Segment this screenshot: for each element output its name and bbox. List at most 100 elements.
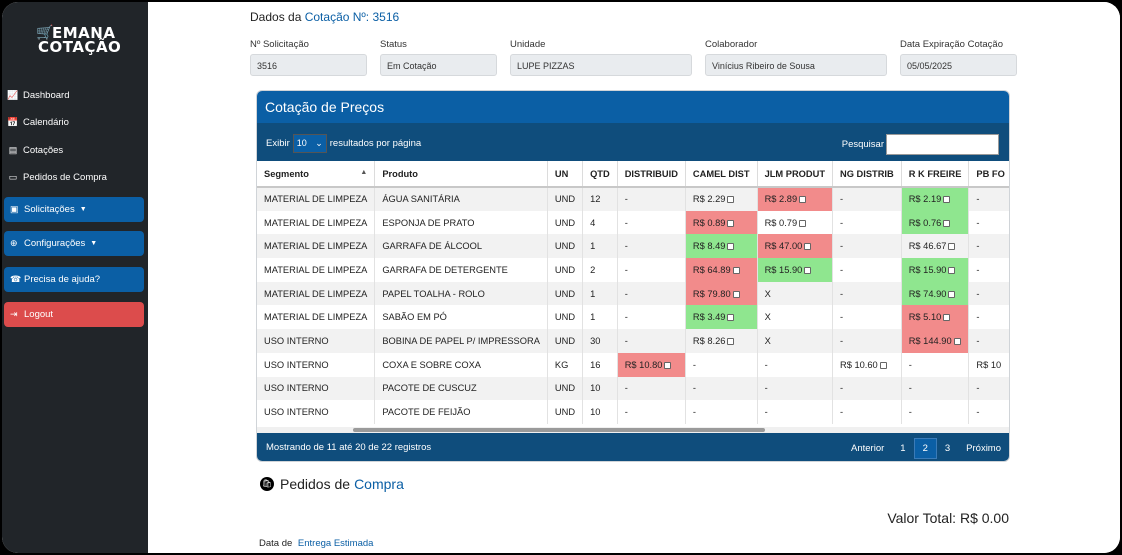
price-checkbox[interactable] bbox=[879, 361, 887, 369]
cell-pb: - bbox=[968, 281, 1009, 306]
cell-segmento: MATERIAL DE LIMPEZA bbox=[257, 210, 376, 235]
cell-qtd: 1 bbox=[582, 281, 618, 306]
cell-segmento: USO INTERNO bbox=[257, 400, 376, 424]
sidebar-item-calendario[interactable]: 📅 Calendário bbox=[6, 112, 144, 132]
cell-qtd: 1 bbox=[582, 234, 618, 259]
price-table-wrapper[interactable]: Segmento ▲ Produto UN QTD DISTRIBUID CAME… bbox=[257, 161, 1009, 431]
unidade-field[interactable]: LUPE PIZZAS bbox=[510, 54, 692, 76]
cell-qtd: 16 bbox=[582, 352, 618, 377]
price-checkbox[interactable] bbox=[799, 196, 807, 204]
cell-camel: R$ 2.29 bbox=[685, 187, 758, 211]
configuracoes-dropdown-button[interactable]: ⊕ Configurações ▼ bbox=[4, 231, 144, 256]
pagination-previous[interactable]: Anterior bbox=[851, 442, 885, 454]
pedidos-accent: Compra bbox=[354, 476, 404, 492]
table-row: MATERIAL DE LIMPEZA GARRAFA DE ÁLCOOL UN… bbox=[257, 234, 1009, 259]
price-checkbox[interactable] bbox=[727, 337, 735, 345]
cell-jlm: R$ 47.00 bbox=[757, 234, 834, 259]
configuracoes-label: Configurações bbox=[24, 238, 86, 249]
sort-asc-icon: ▲ bbox=[360, 168, 368, 176]
caret-down-icon: ▼ bbox=[79, 206, 87, 213]
col-header-rk[interactable]: R K FREIRE bbox=[901, 161, 970, 188]
pagination-page-1[interactable]: 1 bbox=[900, 442, 906, 454]
exibir-label: Exibir bbox=[266, 138, 290, 149]
page-title: Dados da Cotação Nº: 3516 bbox=[250, 10, 399, 24]
logout-button[interactable]: ⇥ Logout bbox=[4, 302, 144, 327]
cell-ng: - bbox=[832, 329, 902, 353]
search-input[interactable] bbox=[886, 134, 999, 155]
title-accent: Cotação Nº: 3516 bbox=[304, 10, 400, 24]
page-size-select[interactable]: 10 ⌄ bbox=[292, 134, 327, 153]
col-header-camel[interactable]: CAMEL DIST bbox=[685, 161, 758, 188]
cell-qtd: 12 bbox=[582, 187, 618, 211]
cell-camel: R$ 79.80 bbox=[685, 281, 758, 306]
cell-segmento: MATERIAL DE LIMPEZA bbox=[257, 258, 376, 282]
solicitacao-label: Nº Solicitação bbox=[250, 39, 309, 50]
status-label: Status bbox=[380, 39, 407, 50]
price-checkbox[interactable] bbox=[948, 266, 956, 274]
col-header-pb[interactable]: PB FO bbox=[968, 161, 1009, 188]
sidebar-item-cotacoes[interactable]: ▤ Cotações bbox=[6, 140, 144, 160]
cotacao-card: Cotação de Preços Exibir 10 ⌄ resultados… bbox=[257, 91, 1009, 461]
price-checkbox[interactable] bbox=[727, 314, 735, 322]
cell-segmento: USO INTERNO bbox=[257, 352, 376, 377]
cell-rk: - bbox=[901, 376, 970, 401]
solicitacao-field[interactable]: 3516 bbox=[250, 54, 367, 76]
sign-out-icon: ⇥ bbox=[10, 309, 18, 319]
logo[interactable]: EMANA 🛒 COTAÇÃO bbox=[36, 24, 121, 56]
layers-icon: ▤ bbox=[8, 144, 18, 155]
price-checkbox[interactable] bbox=[943, 219, 951, 227]
expiracao-label: Data Expiração Cotação bbox=[900, 39, 1003, 50]
cell-distribuid: R$ 10.80 bbox=[617, 352, 686, 377]
cell-rk: R$ 74.90 bbox=[901, 281, 970, 306]
horizontal-scrollbar[interactable] bbox=[257, 427, 1009, 433]
cell-ng: - bbox=[832, 234, 902, 259]
col-header-jlm[interactable]: JLM PRODUT bbox=[757, 161, 834, 188]
colaborador-field[interactable]: Vinícius Ribeiro de Sousa bbox=[705, 54, 887, 76]
col-header-qtd[interactable]: QTD bbox=[582, 161, 618, 188]
cell-un: UND bbox=[547, 400, 584, 424]
cell-segmento: MATERIAL DE LIMPEZA bbox=[257, 187, 376, 211]
cell-ng: - bbox=[832, 187, 902, 211]
pagination-next[interactable]: Próximo bbox=[966, 442, 1001, 454]
pagination-page-3[interactable]: 3 bbox=[944, 442, 951, 454]
col-header-distribuid[interactable]: DISTRIBUID bbox=[617, 161, 686, 188]
cell-un: UND bbox=[547, 329, 584, 353]
price-checkbox[interactable] bbox=[943, 314, 951, 322]
price-checkbox[interactable] bbox=[727, 243, 735, 251]
price-checkbox[interactable] bbox=[948, 243, 956, 251]
price-checkbox[interactable] bbox=[799, 219, 807, 227]
cell-jlm: - bbox=[757, 352, 834, 377]
col-header-segmento[interactable]: Segmento ▲ bbox=[257, 161, 376, 188]
col-header-produto[interactable]: Produto bbox=[374, 161, 548, 188]
sidebar-item-dashboard[interactable]: 📈 Dashboard bbox=[6, 85, 144, 105]
price-checkbox[interactable] bbox=[732, 290, 740, 298]
scrollbar-thumb[interactable] bbox=[353, 428, 765, 432]
pedidos-heading: 🛍 Pedidos de Compra bbox=[260, 476, 404, 492]
price-table: Segmento ▲ Produto UN QTD DISTRIBUID CAME… bbox=[257, 161, 1009, 424]
col-header-ng[interactable]: NG DISTRIB bbox=[832, 161, 902, 188]
table-row: MATERIAL DE LIMPEZA ÁGUA SANITÁRIA UND 1… bbox=[257, 187, 1009, 211]
table-row: MATERIAL DE LIMPEZA PAPEL TOALHA - ROLO … bbox=[257, 281, 1009, 306]
price-checkbox[interactable] bbox=[804, 243, 812, 251]
price-checkbox[interactable] bbox=[732, 266, 740, 274]
price-checkbox[interactable] bbox=[953, 337, 961, 345]
price-checkbox[interactable] bbox=[943, 196, 951, 204]
price-checkbox[interactable] bbox=[948, 290, 956, 298]
sidebar-item-pedidos[interactable]: ▭ Pedidos de Compra bbox=[6, 167, 144, 187]
help-button[interactable]: ☎ Precisa de ajuda? bbox=[4, 267, 144, 292]
cell-qtd: 10 bbox=[582, 376, 618, 401]
pagination-page-2[interactable]: 2 bbox=[913, 437, 937, 459]
price-checkbox[interactable] bbox=[727, 219, 735, 227]
cell-qtd: 30 bbox=[582, 329, 618, 353]
status-field[interactable]: Em Cotação bbox=[380, 54, 497, 76]
price-checkbox[interactable] bbox=[664, 361, 672, 369]
cell-pb: - bbox=[968, 187, 1009, 211]
cell-segmento: MATERIAL DE LIMPEZA bbox=[257, 281, 376, 306]
solicitacoes-dropdown-button[interactable]: ▣ Solicitações ▼ bbox=[4, 197, 144, 222]
unidade-label: Unidade bbox=[510, 39, 546, 50]
price-checkbox[interactable] bbox=[727, 196, 735, 204]
col-header-un[interactable]: UN bbox=[547, 161, 584, 188]
expiracao-field[interactable]: 05/05/2025 bbox=[900, 54, 1017, 76]
price-checkbox[interactable] bbox=[804, 266, 812, 274]
